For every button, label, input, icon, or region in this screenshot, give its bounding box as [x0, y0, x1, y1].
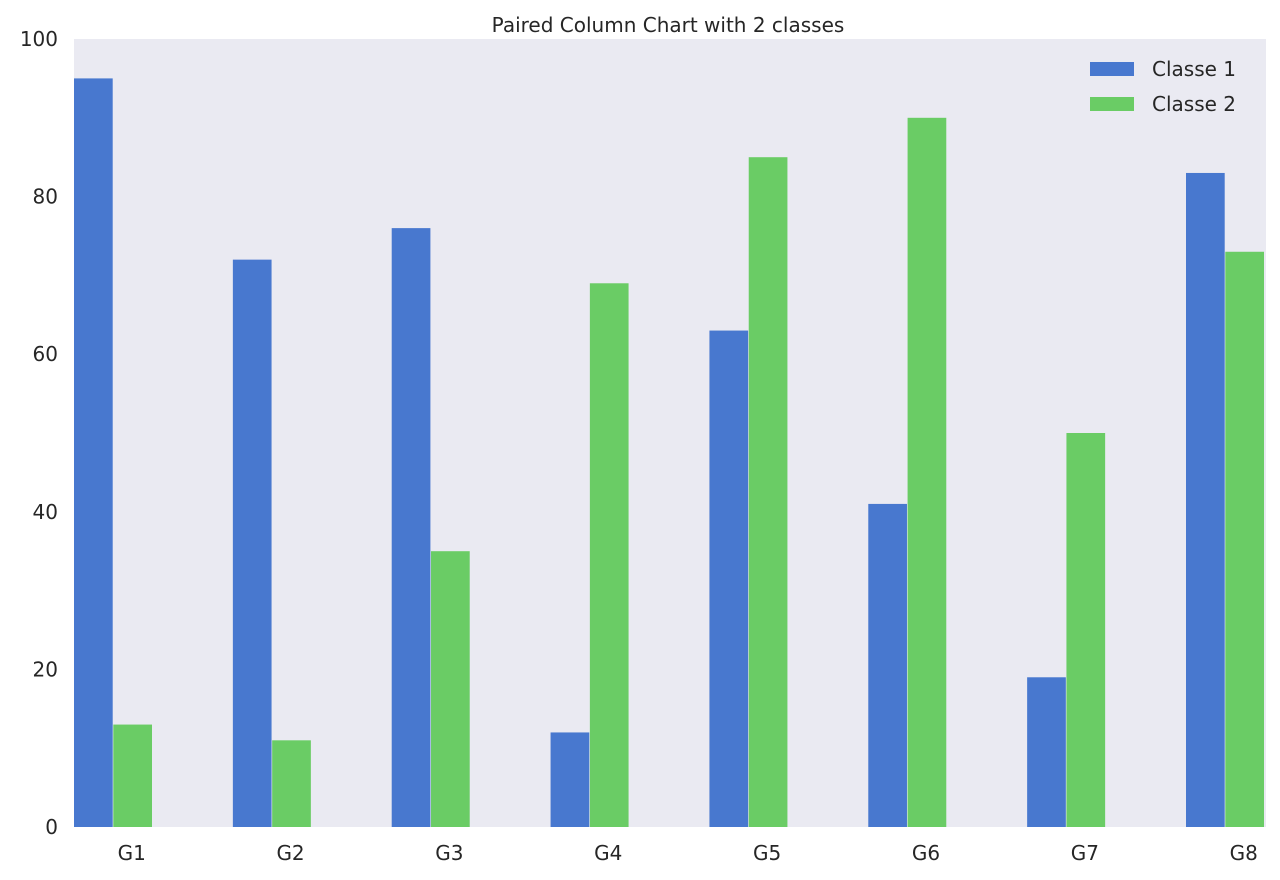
legend: Classe 1 Classe 2	[1090, 57, 1236, 116]
x-tick-label-g3: G3	[435, 841, 463, 865]
bar-g2-series-2	[272, 740, 311, 827]
x-axis-ticks: G1 G2 G3 G4 G5 G6 G7 G8	[118, 841, 1258, 865]
bar-g8-series-2	[1225, 251, 1264, 827]
chart-title: Paired Column Chart with 2 classes	[492, 13, 845, 37]
bar-g1-series-1	[74, 78, 113, 827]
x-tick-label-g7: G7	[1071, 841, 1099, 865]
y-tick-label-80: 80	[33, 185, 58, 209]
x-tick-label-g2: G2	[276, 841, 304, 865]
bar-g3-series-2	[431, 551, 470, 827]
y-tick-label-20: 20	[33, 657, 58, 681]
legend-swatch-series-2	[1090, 97, 1134, 111]
bar-g4-series-2	[589, 283, 629, 827]
bar-g6-series-1	[868, 503, 907, 827]
bar-g5-series-2	[748, 157, 788, 827]
legend-swatch-series-1	[1090, 62, 1134, 76]
y-tick-label-100: 100	[20, 27, 58, 51]
bar-g4-series-1	[550, 732, 590, 827]
x-tick-label-g8: G8	[1230, 841, 1258, 865]
bar-g6-series-2	[907, 117, 947, 828]
bar-g8-series-1	[1186, 172, 1225, 827]
bar-g1-series-2	[113, 724, 152, 827]
bar-g5-series-1	[709, 330, 749, 827]
bar-g7-series-2	[1066, 433, 1106, 827]
legend-label-series-1: Classe 1	[1152, 57, 1236, 81]
x-tick-label-g6: G6	[912, 841, 940, 865]
y-tick-label-40: 40	[33, 500, 58, 524]
y-tick-label-0: 0	[45, 815, 58, 839]
y-axis-ticks: 0 20 40 60 80 100	[20, 27, 58, 839]
bar-g7-series-1	[1027, 677, 1066, 827]
x-tick-label-g1: G1	[118, 841, 146, 865]
x-tick-label-g4: G4	[594, 841, 622, 865]
bar-g2-series-1	[232, 259, 272, 827]
x-tick-label-g5: G5	[753, 841, 781, 865]
y-tick-label-60: 60	[33, 342, 58, 366]
legend-label-series-2: Classe 2	[1152, 92, 1236, 116]
bars-layer	[74, 78, 1264, 828]
bar-g3-series-1	[391, 228, 431, 827]
